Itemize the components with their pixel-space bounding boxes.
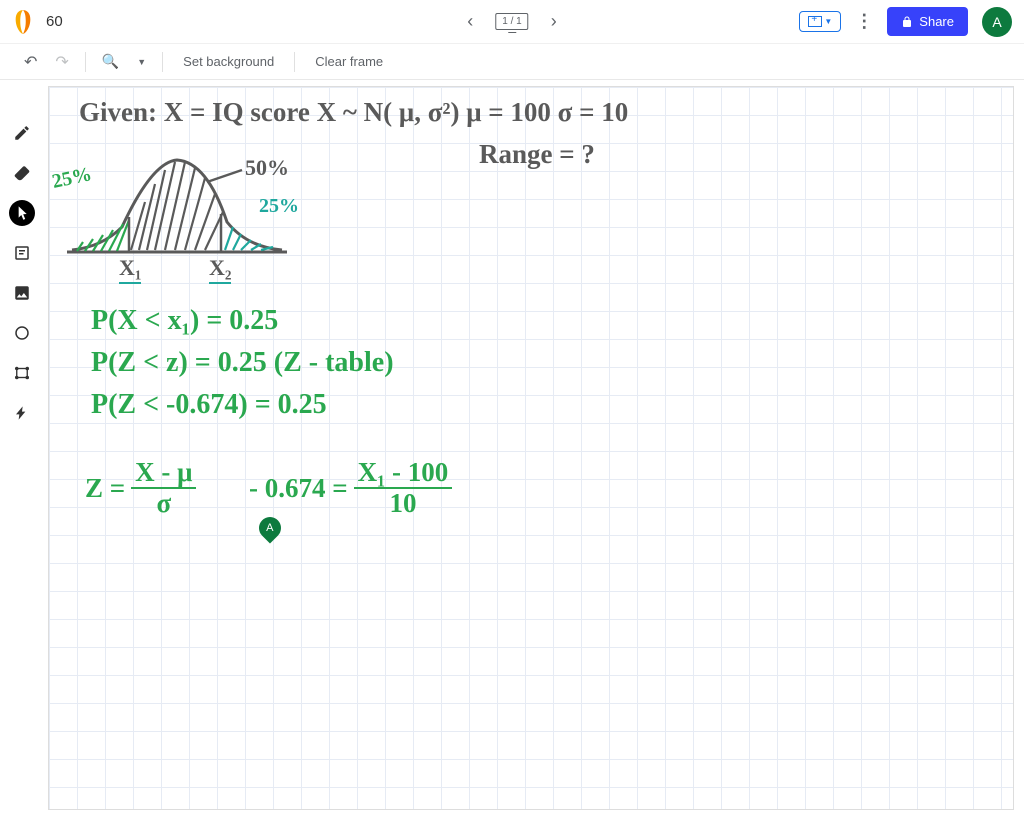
laser-tool[interactable]	[9, 400, 35, 426]
top-bar: 60 ‹ 1 / 1 › ▼ ⋮ Share A	[0, 0, 1024, 44]
whiteboard-canvas[interactable]: Given: X = IQ score X ~ N( μ, σ²) μ = 10…	[48, 86, 1014, 810]
share-button[interactable]: Share	[887, 7, 968, 36]
label-x2: X₂	[209, 255, 231, 284]
slide-indicator[interactable]: 1 / 1	[495, 13, 528, 30]
eraser-tool[interactable]	[9, 160, 35, 186]
eq-z-sub: - 0.674 = X₁ - 10010	[249, 459, 452, 517]
sticky-note-tool[interactable]	[9, 240, 35, 266]
chevron-down-icon: ▼	[824, 17, 832, 26]
separator	[162, 52, 163, 72]
next-slide-button[interactable]: ›	[547, 7, 561, 36]
clear-frame-button[interactable]: Clear frame	[305, 50, 393, 73]
present-button[interactable]: ▼	[799, 11, 841, 32]
canvas-area: Given: X = IQ score X ~ N( μ, σ²) μ = 10…	[0, 80, 1024, 820]
image-tool[interactable]	[9, 280, 35, 306]
separator	[294, 52, 295, 72]
prev-slide-button[interactable]: ‹	[463, 7, 477, 36]
pen-tool[interactable]	[9, 120, 35, 146]
eq-p2: P(Z < z) = 0.25 (Z - table)	[91, 347, 394, 379]
side-toolbar	[0, 80, 44, 820]
separator	[85, 52, 86, 72]
text-given-line: Given: X = IQ score X ~ N( μ, σ²) μ = 10…	[79, 97, 628, 128]
document-title[interactable]: 60	[46, 13, 63, 30]
share-label: Share	[919, 14, 954, 29]
undo-button[interactable]: ↶	[18, 48, 43, 76]
more-menu-button[interactable]: ⋮	[855, 11, 873, 32]
label-50: 50%	[245, 155, 289, 181]
eq-z-formula: Z = X - μσ	[85, 459, 196, 517]
slide-nav: ‹ 1 / 1 ›	[463, 7, 560, 36]
select-tool[interactable]	[9, 200, 35, 226]
textbox-tool[interactable]	[9, 360, 35, 386]
lock-icon	[901, 16, 913, 28]
set-background-button[interactable]: Set background	[173, 50, 284, 73]
zoom-dropdown[interactable]: ▼	[131, 53, 152, 71]
user-avatar[interactable]: A	[982, 7, 1012, 37]
topbar-right: ▼ ⋮ Share A	[799, 7, 1012, 37]
jamboard-logo-icon	[12, 8, 34, 36]
label-x1: X₁	[119, 255, 141, 284]
eq-p3: P(Z < -0.674) = 0.25	[91, 389, 327, 421]
toolbar: ↶ ↷ 🔍 ▼ Set background Clear frame	[0, 44, 1024, 80]
eq-p1: P(X < x₁) = 0.25	[91, 305, 278, 337]
shape-tool[interactable]	[9, 320, 35, 346]
text-range: Range = ?	[479, 139, 595, 170]
redo-button[interactable]: ↷	[49, 48, 74, 76]
label-25-right: 25%	[259, 195, 299, 218]
zoom-button[interactable]: 🔍	[96, 49, 125, 74]
present-icon	[808, 16, 822, 27]
